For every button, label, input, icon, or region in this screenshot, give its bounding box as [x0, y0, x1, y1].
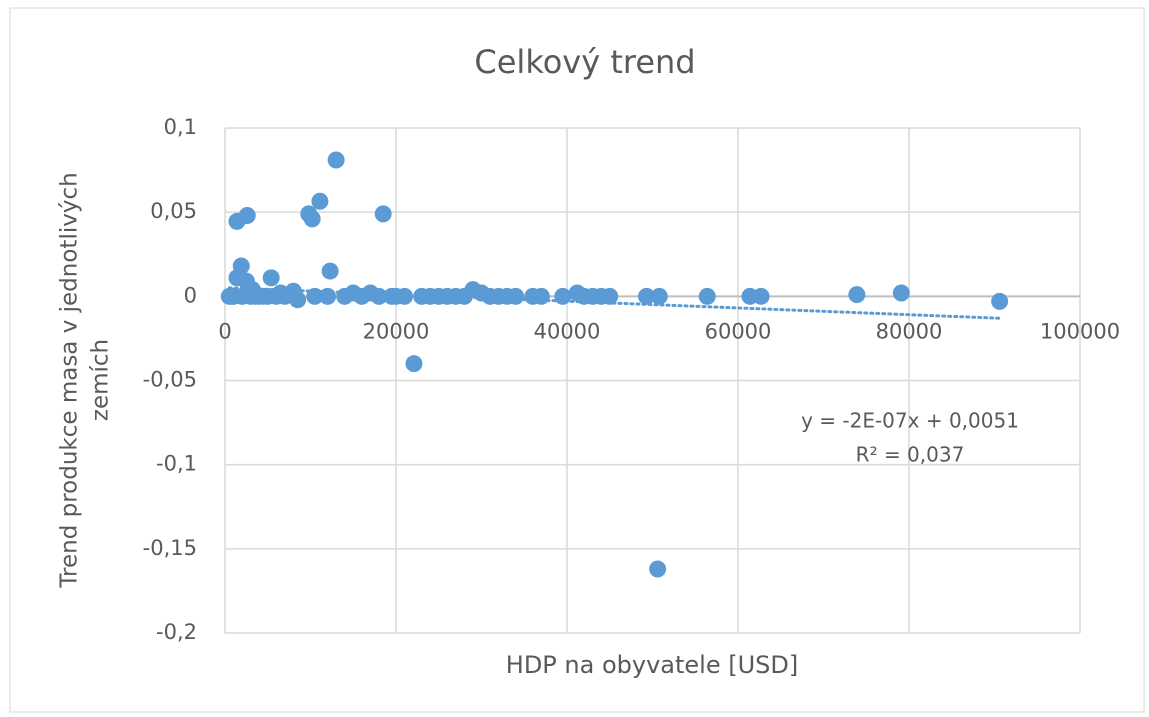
y-tick-label: -0,05	[143, 368, 197, 392]
point	[370, 287, 388, 305]
x-axis-title: HDP na obyvatele [USD]	[506, 651, 798, 679]
point	[321, 262, 339, 280]
point	[650, 287, 668, 305]
chart-title: Celkový trend	[474, 43, 695, 81]
x-tick-label: 40000	[534, 319, 601, 343]
point	[991, 292, 1009, 310]
point	[649, 560, 667, 578]
point	[638, 287, 656, 305]
x-tick-label: 60000	[705, 319, 772, 343]
point	[289, 291, 307, 309]
trendline-r2: R² = 0,037	[856, 443, 965, 467]
point	[892, 284, 910, 302]
point	[741, 287, 759, 305]
point	[353, 287, 371, 305]
point	[336, 287, 354, 305]
point	[272, 284, 290, 302]
chart-frame	[9, 7, 1145, 713]
point	[848, 286, 866, 304]
x-tick-label: 100000	[1040, 319, 1120, 343]
point	[327, 151, 345, 169]
point	[374, 205, 392, 223]
y-axis-title: Trend produkce masa v jednotlivých zemíc…	[57, 172, 114, 588]
y-tick-label: -0,2	[156, 620, 197, 644]
point	[311, 192, 329, 210]
point	[554, 287, 572, 305]
x-tick-label: 80000	[876, 319, 943, 343]
point	[592, 287, 610, 305]
trendline	[227, 286, 1002, 320]
y-tick-label: -0,15	[143, 536, 197, 560]
point	[238, 207, 256, 225]
point	[490, 287, 508, 305]
point	[698, 287, 716, 305]
point	[524, 287, 542, 305]
y-tick-label: 0	[184, 283, 197, 307]
point	[387, 287, 405, 305]
point	[303, 210, 321, 228]
point	[262, 269, 280, 287]
x-tick-label: 0	[218, 319, 231, 343]
y-tick-label: 0,05	[150, 199, 197, 223]
y-axis-title-line: zemích	[88, 339, 114, 421]
trendline-equation: y = -2E-07x + 0,0051	[801, 409, 1019, 433]
point	[223, 287, 241, 305]
y-tick-label: 0,1	[164, 115, 197, 139]
x-tick-label: 20000	[363, 319, 430, 343]
y-axis-title-line: Trend produkce masa v jednotlivých	[57, 172, 83, 588]
y-tick-label: -0,1	[156, 452, 197, 476]
point	[405, 355, 423, 373]
